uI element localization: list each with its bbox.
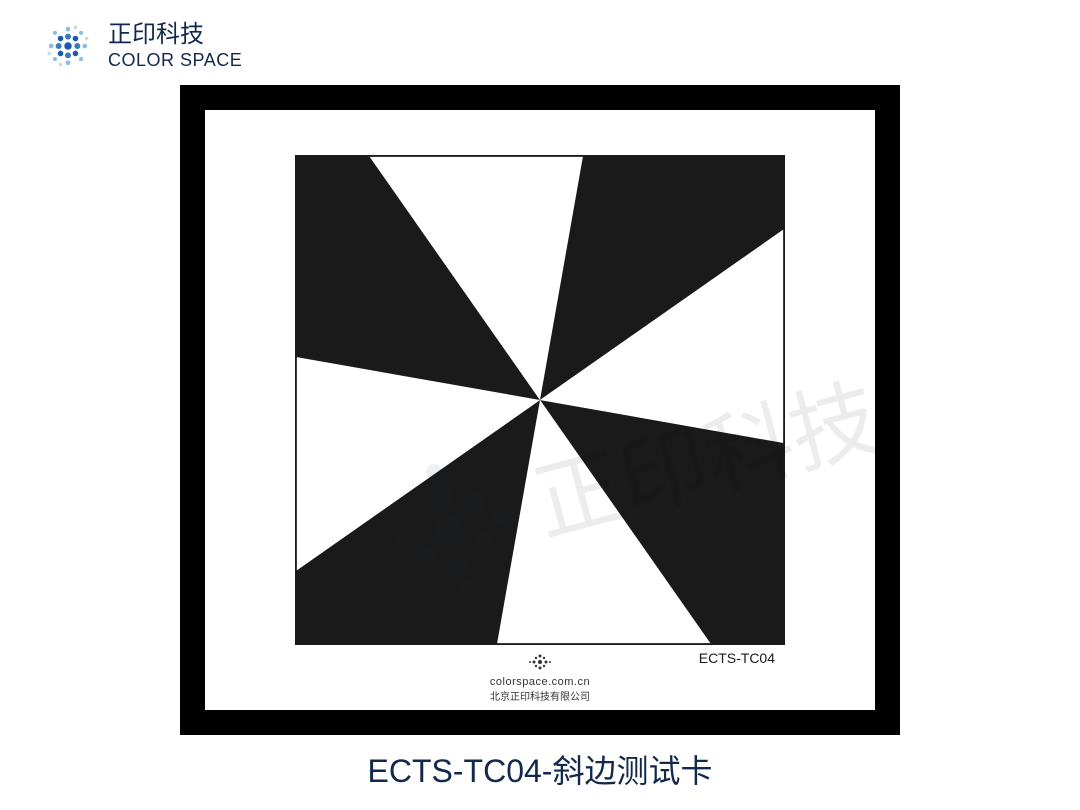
brand-name-en: COLOR SPACE — [108, 50, 242, 72]
footer-company: 北京正印科技有限公司 — [205, 688, 875, 703]
test-card-frame: colorspace.com.cn 北京正印科技有限公司 ECTS-TC04 — [180, 85, 900, 735]
footer-url: colorspace.com.cn — [205, 676, 875, 688]
test-card-inner: colorspace.com.cn 北京正印科技有限公司 ECTS-TC04 — [205, 110, 875, 710]
brand-name-cn: 正印科技 — [108, 21, 242, 50]
chart-code: ECTS-TC04 — [699, 650, 775, 666]
product-caption: ECTS-TC04-斜边测试卡 — [0, 746, 1080, 792]
brand-logo-icon — [40, 18, 96, 74]
brand-logo-text: 正印科技 COLOR SPACE — [108, 21, 242, 71]
slanted-edge-chart — [295, 155, 785, 645]
footer-logo-icon — [525, 650, 555, 674]
brand-header: 正印科技 COLOR SPACE — [40, 18, 242, 74]
